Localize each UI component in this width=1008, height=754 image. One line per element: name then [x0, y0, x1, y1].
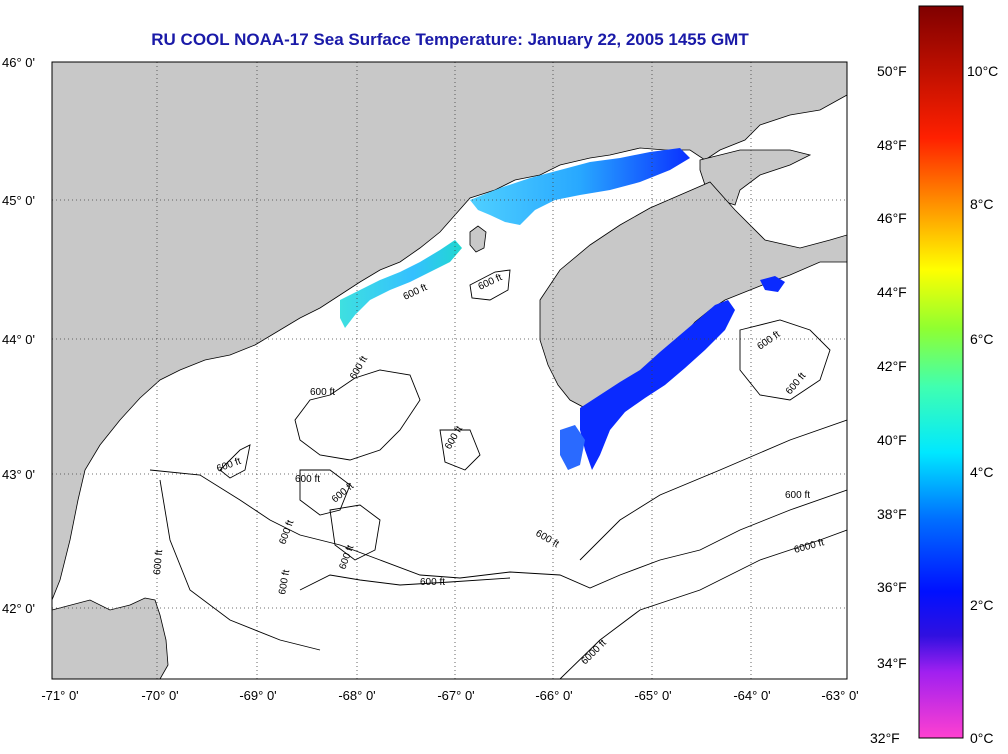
land-grand-manan: [469, 225, 487, 253]
lon-label: -67° 0': [437, 688, 474, 703]
land-maine-newbrunswick: [52, 62, 847, 601]
contour-label: 600 ft: [310, 387, 335, 398]
sst-patch-scotian-east: [760, 276, 785, 292]
graticule: [52, 62, 847, 679]
sst-patch-bay-of-fundy: [470, 148, 690, 225]
map-title: RU COOL NOAA-17 Sea Surface Temperature:…: [151, 30, 749, 49]
lon-label: -68° 0': [338, 688, 375, 703]
lon-labels: -71° 0' -70° 0' -69° 0' -68° 0' -67° 0' …: [41, 688, 858, 703]
lon-label: -65° 0': [634, 688, 671, 703]
lat-label: 43° 0': [2, 467, 35, 482]
color-scale-bar: [918, 5, 964, 739]
contour-label: 600 ft: [785, 490, 810, 501]
lon-label: -63° 0': [821, 688, 858, 703]
lon-label: -70° 0': [141, 688, 178, 703]
lon-label: -64° 0': [733, 688, 770, 703]
depth-contours: [149, 269, 847, 679]
land-northeast: [699, 149, 812, 206]
contour-label: 600 ft: [295, 474, 320, 485]
contour-label: 600 ft: [152, 549, 165, 575]
lon-label: -69° 0': [239, 688, 276, 703]
lat-label: 44° 0': [2, 332, 35, 347]
contour-label: 600 ft: [277, 569, 292, 596]
lat-label: 46° 0': [2, 55, 35, 70]
sst-patch-southwest-nova: [560, 425, 585, 470]
lat-label: 45° 0': [2, 193, 35, 208]
land-cape-cod: [52, 597, 169, 679]
lat-label: 42° 0': [2, 601, 35, 616]
sst-patch-nova-scotia-shelf: [580, 300, 735, 470]
lon-label: -66° 0': [535, 688, 572, 703]
sst-patch-maine-coast: [340, 240, 462, 328]
lat-labels: 46° 0' 45° 0' 44° 0' 43° 0' 42° 0': [2, 55, 35, 616]
lon-label: -71° 0': [41, 688, 78, 703]
contour-label: 600 ft: [420, 577, 445, 588]
map-frame: [51, 61, 848, 680]
